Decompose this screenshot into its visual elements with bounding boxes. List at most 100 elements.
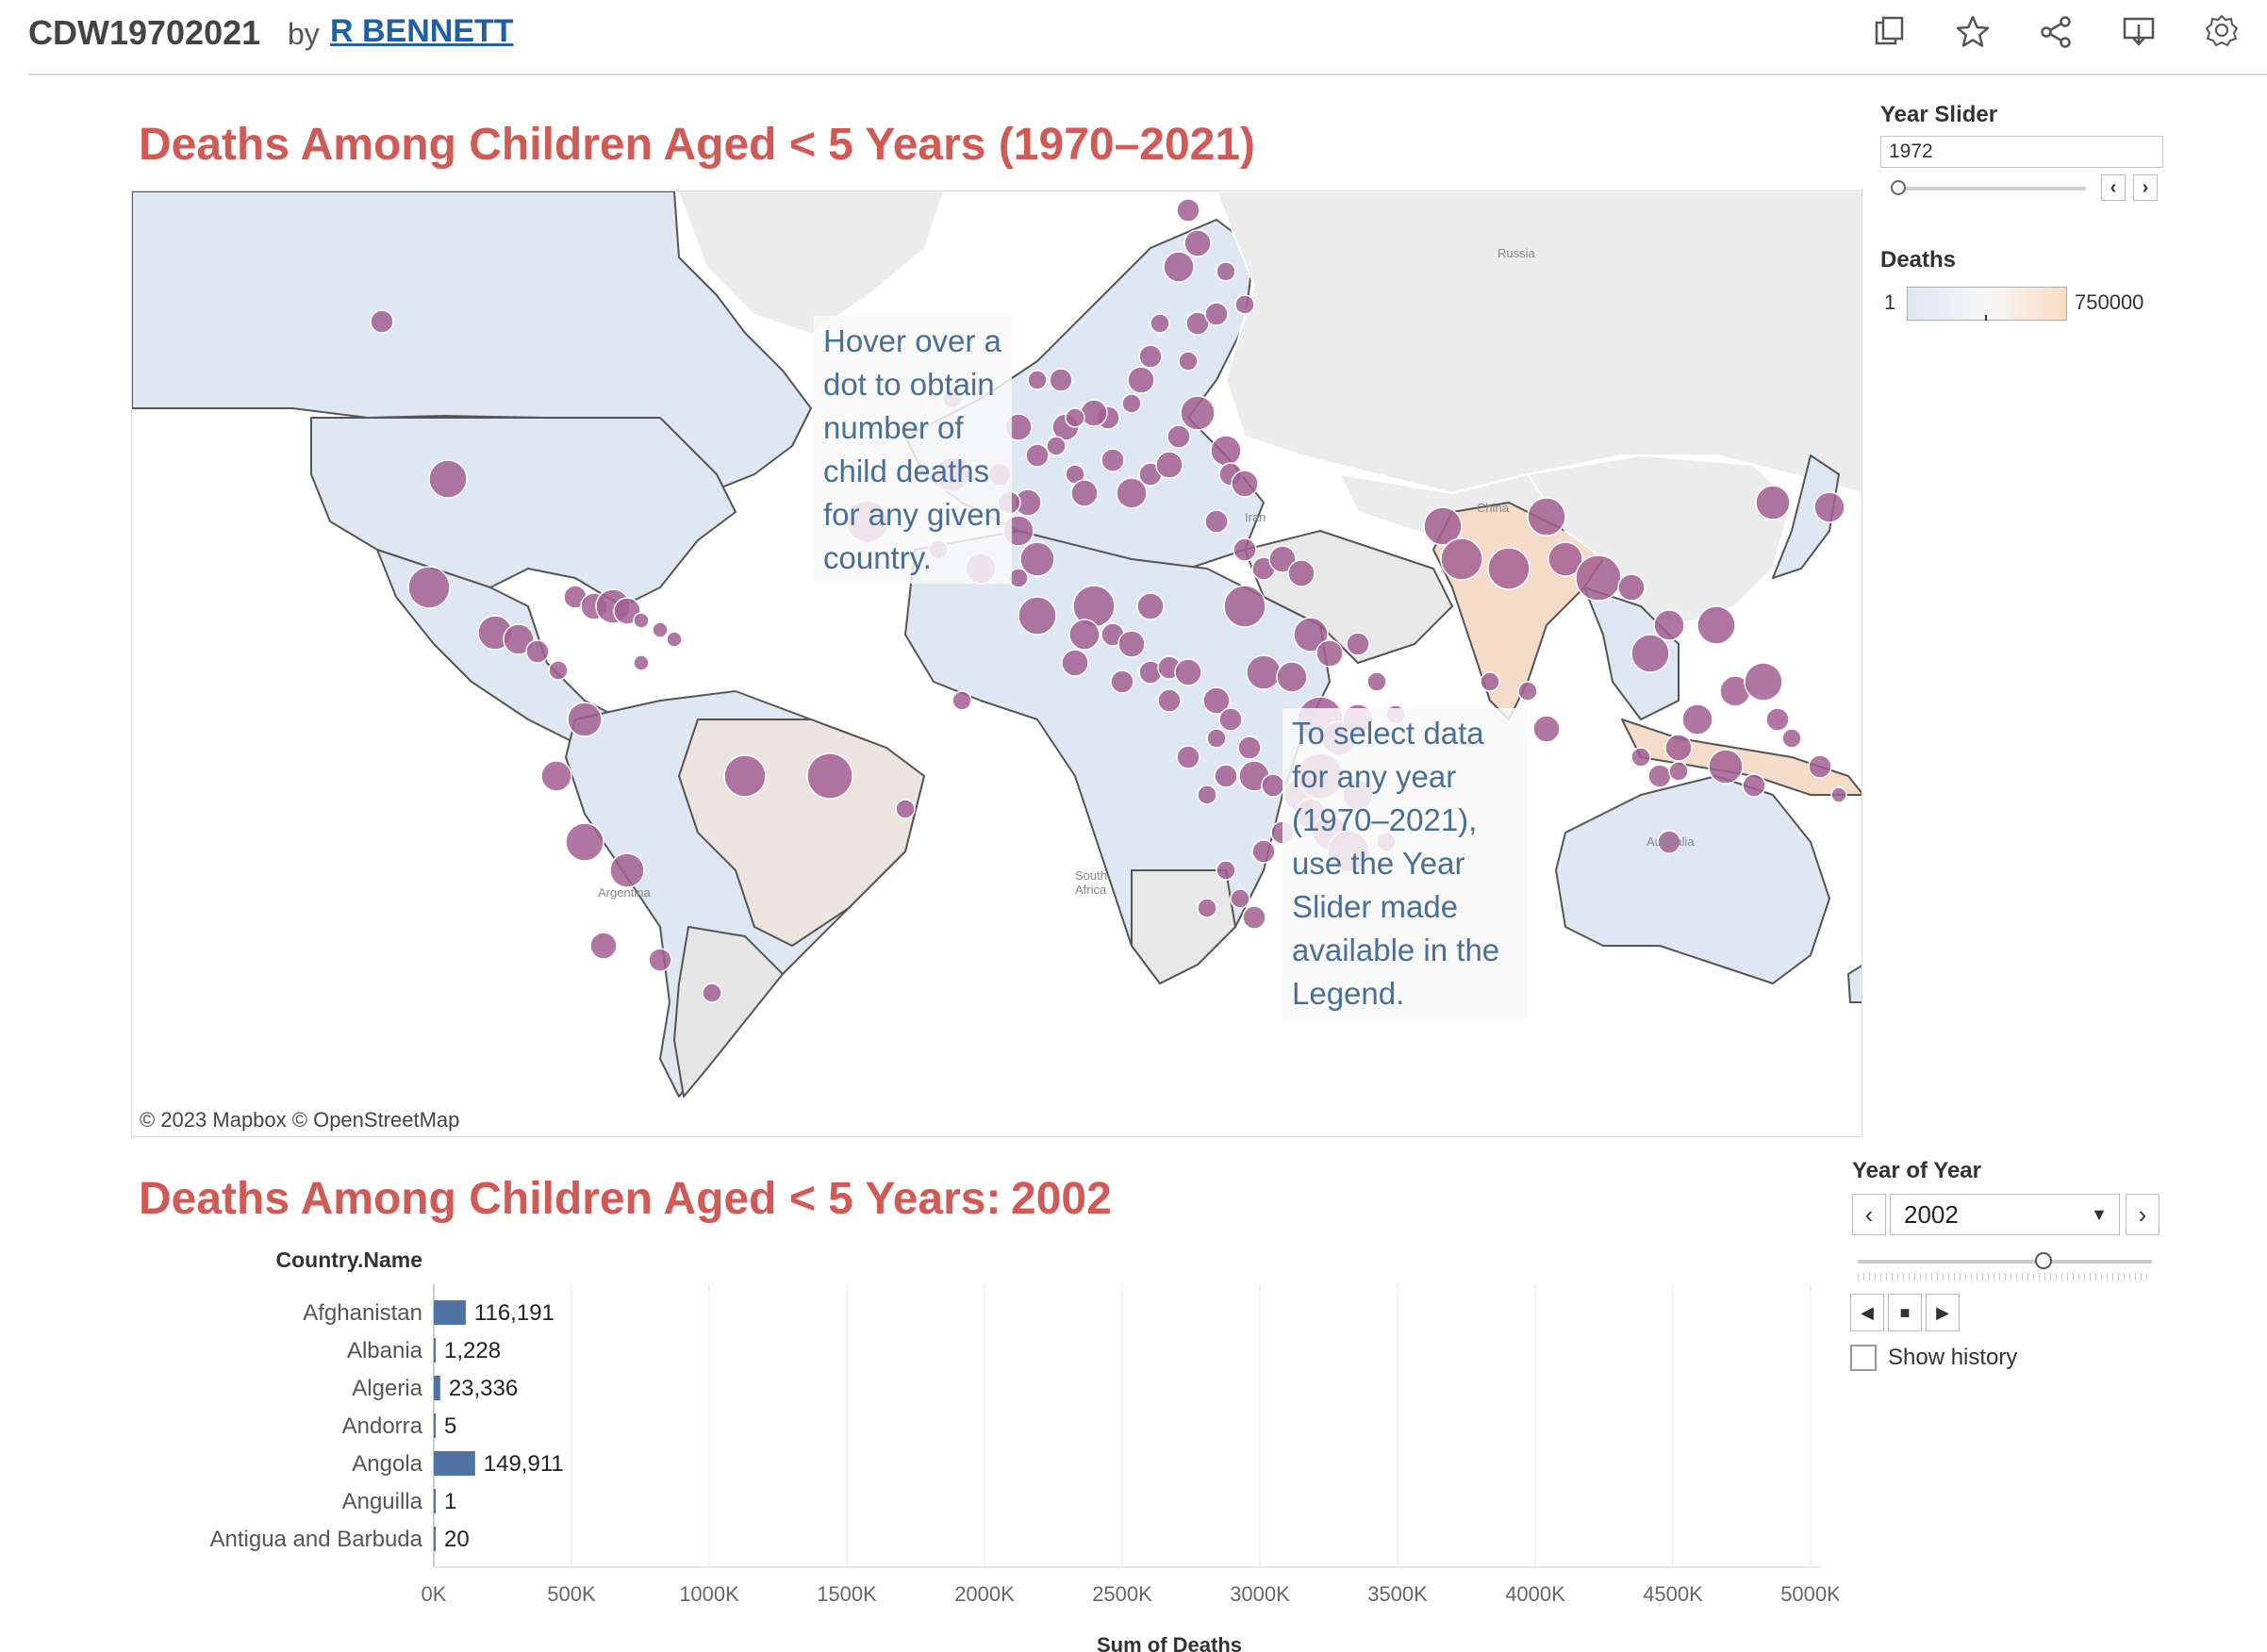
map-dot[interactable] [1234, 294, 1255, 315]
map-dot[interactable] [1180, 395, 1216, 431]
map-dot[interactable] [1068, 619, 1100, 651]
map-dot[interactable] [1178, 351, 1199, 372]
bar-mark[interactable] [434, 1413, 436, 1438]
map-dot[interactable] [1231, 470, 1259, 498]
map-dot[interactable] [1813, 491, 1845, 523]
world-map[interactable]: Russia China Iran Argentina South Africa… [131, 190, 1862, 1137]
pause-button[interactable]: ■ [1888, 1294, 1922, 1331]
map-dot[interactable] [407, 566, 451, 609]
map-dot[interactable] [1575, 554, 1622, 602]
map-dot[interactable] [1293, 617, 1329, 653]
map-dot[interactable] [1647, 764, 1672, 788]
map-dot[interactable] [1742, 773, 1766, 798]
map-dot[interactable] [1246, 654, 1282, 690]
map-dot[interactable] [1744, 662, 1783, 702]
map-dot[interactable] [1532, 715, 1561, 743]
map-dot[interactable] [1527, 497, 1566, 537]
map-dot[interactable] [723, 754, 767, 798]
play-forward-button[interactable]: ▶ [1926, 1294, 1960, 1331]
map-dot[interactable] [1423, 506, 1463, 546]
map-dot[interactable] [1019, 541, 1055, 577]
map-dot[interactable] [565, 822, 604, 862]
map-dot[interactable] [1127, 366, 1155, 394]
map-dot[interactable] [1174, 658, 1202, 686]
map-dot[interactable] [1176, 745, 1200, 769]
map-dot[interactable] [1157, 688, 1182, 713]
map-dot[interactable] [1261, 773, 1285, 798]
map-dot[interactable] [1480, 671, 1500, 692]
map-dot[interactable] [1346, 632, 1370, 656]
share-icon[interactable] [2037, 13, 2075, 51]
map-dot[interactable] [1237, 735, 1262, 760]
map-dot[interactable] [1440, 537, 1483, 581]
map-dot[interactable] [1070, 479, 1099, 507]
year-slider-thumb[interactable] [1891, 180, 1906, 195]
star-icon[interactable] [1954, 13, 1992, 51]
map-dot[interactable] [1696, 605, 1736, 645]
map-dot[interactable] [1233, 537, 1257, 562]
map-dot[interactable] [1110, 669, 1134, 694]
map-dot[interactable] [1630, 747, 1651, 768]
map-dot[interactable] [1100, 448, 1125, 472]
map-attribution[interactable]: © 2023 Mapbox © OpenStreetMap [140, 1108, 460, 1132]
map-dot[interactable] [1251, 839, 1276, 864]
year-slider-prev-button[interactable]: ‹ [2101, 174, 2126, 201]
map-dot[interactable] [1630, 634, 1670, 673]
map-dot[interactable] [1204, 509, 1229, 534]
map-dot[interactable] [548, 660, 569, 681]
map-dot[interactable] [1049, 368, 1073, 392]
map-dot[interactable] [1121, 393, 1142, 414]
map-dot[interactable] [1216, 860, 1236, 881]
map-dot[interactable] [1202, 686, 1231, 715]
map-dot[interactable] [1708, 749, 1744, 785]
map-dot[interactable] [1210, 435, 1242, 467]
map-dot[interactable] [666, 631, 683, 648]
map-dot[interactable] [1046, 436, 1067, 456]
map-dot[interactable] [1206, 728, 1227, 749]
map-dot[interactable] [525, 639, 550, 664]
year-of-year-prev-button[interactable]: ‹ [1852, 1194, 1886, 1235]
map-dot[interactable] [1268, 545, 1297, 573]
map-dot[interactable] [1176, 198, 1200, 223]
map-dot[interactable] [1185, 311, 1210, 336]
year-of-year-dropdown[interactable]: 2002 ▼ [1890, 1194, 2120, 1235]
map-dot[interactable] [1617, 573, 1646, 602]
badge-icon[interactable] [2203, 13, 2241, 51]
bar-mark[interactable] [434, 1451, 475, 1476]
bar-mark[interactable] [434, 1489, 436, 1513]
year-slider-next-button[interactable]: › [2133, 174, 2158, 201]
map-dot[interactable] [1366, 671, 1387, 692]
map-dot[interactable] [1242, 905, 1266, 930]
map-dot[interactable] [1668, 761, 1689, 782]
map-dot[interactable] [633, 654, 650, 671]
map-dot[interactable] [1230, 888, 1250, 909]
map-dot[interactable] [503, 623, 535, 655]
year-slider-input[interactable] [1880, 136, 2163, 168]
map-dot[interactable] [1138, 344, 1163, 369]
map-dot[interactable] [1163, 251, 1195, 283]
map-dot[interactable] [1155, 451, 1183, 479]
map-dot[interactable] [1061, 649, 1089, 677]
map-dot[interactable] [567, 702, 603, 737]
bar-chart[interactable]: Country.Name 0K 500K 1000K 1500K 2000K 2500K 30… [179, 1245, 1839, 1652]
map-dot[interactable] [1830, 786, 1847, 803]
map-dot[interactable] [1808, 754, 1832, 779]
map-dot[interactable] [428, 459, 468, 499]
map-dot[interactable] [895, 799, 916, 819]
year-of-year-slider-thumb[interactable] [2035, 1252, 2052, 1269]
map-dot[interactable] [806, 752, 853, 800]
show-history-checkbox[interactable] [1850, 1345, 1877, 1371]
bar-mark[interactable] [434, 1527, 436, 1551]
year-of-year-slider-track[interactable] [1858, 1260, 2152, 1264]
map-dot[interactable] [1316, 639, 1344, 668]
map-dot[interactable] [1116, 477, 1148, 509]
map-dot[interactable] [1197, 785, 1217, 805]
map-dot[interactable] [370, 309, 394, 334]
map-dot[interactable] [1276, 661, 1308, 693]
map-dot[interactable] [1765, 707, 1790, 732]
map-dot[interactable] [1517, 681, 1538, 702]
map-dot[interactable] [540, 760, 572, 792]
map-dot[interactable] [1216, 261, 1236, 282]
year-of-year-next-button[interactable]: › [2126, 1194, 2159, 1235]
map-dot[interactable] [1547, 541, 1583, 577]
